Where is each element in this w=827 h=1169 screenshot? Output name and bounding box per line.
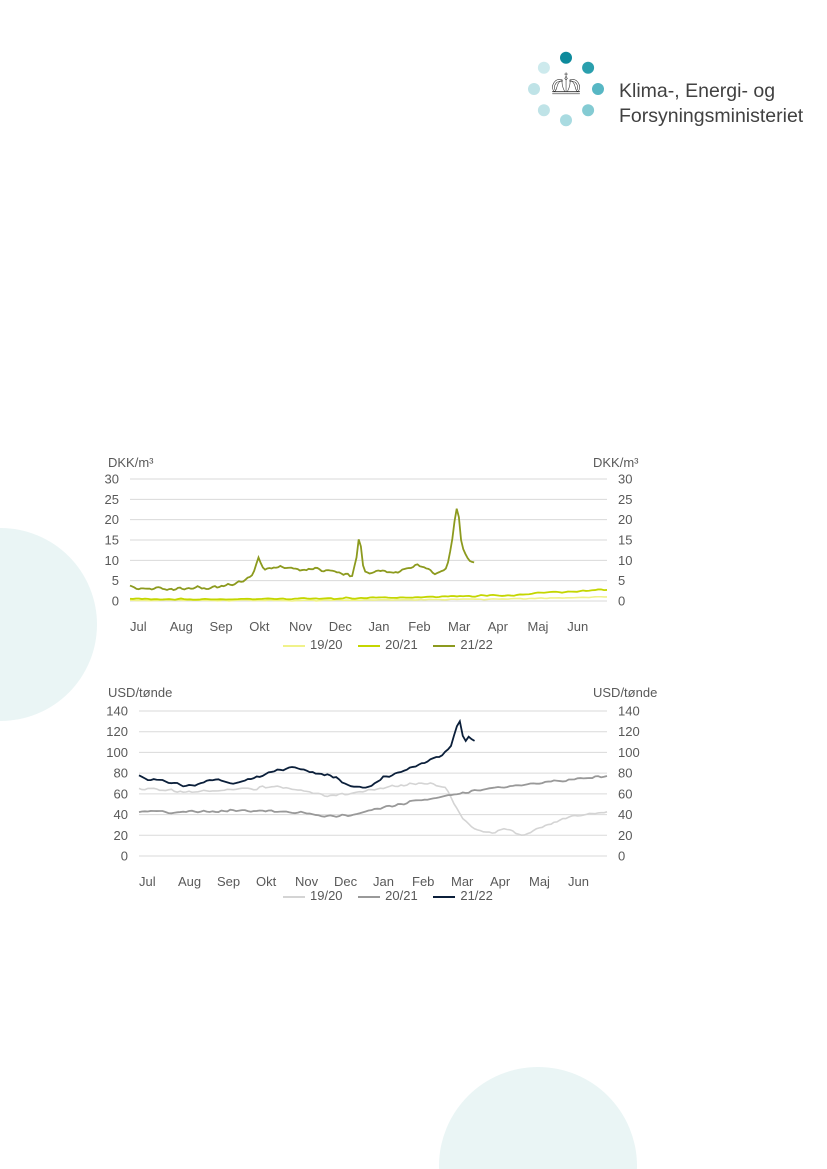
svg-text:Feb: Feb [408, 619, 430, 634]
svg-text:Sep: Sep [217, 874, 240, 889]
svg-text:Dec: Dec [334, 874, 358, 889]
svg-text:25: 25 [105, 492, 119, 507]
svg-text:25: 25 [618, 492, 632, 507]
svg-text:Maj: Maj [529, 874, 550, 889]
svg-text:DKK/m³: DKK/m³ [108, 455, 154, 470]
svg-text:20: 20 [105, 512, 119, 527]
svg-text:Maj: Maj [528, 619, 549, 634]
svg-text:Jul: Jul [139, 874, 156, 889]
svg-text:Okt: Okt [249, 619, 270, 634]
svg-text:Mar: Mar [448, 619, 471, 634]
svg-text:0: 0 [618, 594, 625, 609]
svg-text:Jan: Jan [369, 619, 390, 634]
svg-text:Aug: Aug [178, 874, 201, 889]
svg-text:80: 80 [618, 766, 632, 781]
svg-text:120: 120 [106, 724, 128, 739]
svg-text:30: 30 [105, 472, 119, 487]
svg-text:Mar: Mar [451, 874, 474, 889]
svg-text:140: 140 [106, 704, 128, 719]
svg-text:0: 0 [618, 849, 625, 864]
svg-text:20: 20 [114, 828, 128, 843]
svg-text:Jul: Jul [130, 619, 147, 634]
svg-text:30: 30 [618, 472, 632, 487]
svg-text:60: 60 [618, 786, 632, 801]
svg-text:120: 120 [618, 724, 640, 739]
svg-text:Jun: Jun [568, 874, 589, 889]
svg-text:0: 0 [112, 594, 119, 609]
svg-text:5: 5 [618, 573, 625, 588]
svg-text:5: 5 [112, 573, 119, 588]
svg-text:140: 140 [618, 704, 640, 719]
svg-text:Nov: Nov [295, 874, 319, 889]
svg-text:DKK/m³: DKK/m³ [593, 455, 639, 470]
svg-text:20: 20 [618, 828, 632, 843]
svg-text:USD/tønde: USD/tønde [108, 685, 172, 700]
svg-text:Feb: Feb [412, 874, 434, 889]
svg-text:15: 15 [105, 533, 119, 548]
svg-text:USD/tønde: USD/tønde [593, 685, 657, 700]
svg-text:40: 40 [618, 807, 632, 822]
svg-text:100: 100 [106, 745, 128, 760]
svg-text:100: 100 [618, 745, 640, 760]
svg-text:Apr: Apr [490, 874, 511, 889]
svg-text:0: 0 [121, 849, 128, 864]
svg-text:Jan: Jan [373, 874, 394, 889]
svg-text:15: 15 [618, 533, 632, 548]
svg-text:80: 80 [114, 766, 128, 781]
svg-text:Jun: Jun [567, 619, 588, 634]
svg-text:20: 20 [618, 512, 632, 527]
svg-text:10: 10 [618, 553, 632, 568]
svg-text:Dec: Dec [329, 619, 353, 634]
svg-text:10: 10 [105, 553, 119, 568]
svg-text:Sep: Sep [210, 619, 233, 634]
svg-text:Aug: Aug [170, 619, 193, 634]
svg-text:40: 40 [114, 807, 128, 822]
svg-text:Okt: Okt [256, 874, 277, 889]
svg-text:Apr: Apr [488, 619, 509, 634]
svg-text:Nov: Nov [289, 619, 313, 634]
svg-text:60: 60 [114, 786, 128, 801]
